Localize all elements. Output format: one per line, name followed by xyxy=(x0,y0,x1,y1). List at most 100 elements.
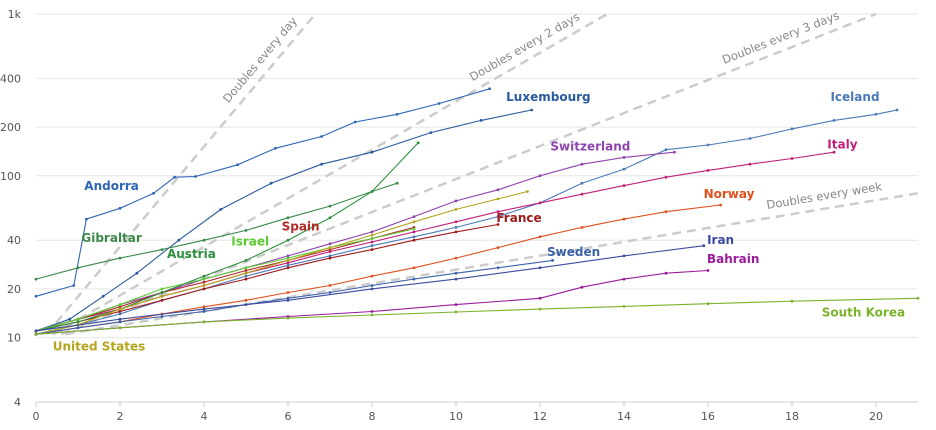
series-label-spain: Spain xyxy=(282,219,320,233)
data-point xyxy=(286,261,290,265)
series-line-andorra xyxy=(35,88,490,297)
data-point xyxy=(118,320,122,324)
data-point xyxy=(286,316,290,320)
data-point xyxy=(202,274,206,278)
data-point xyxy=(454,310,458,314)
data-point xyxy=(202,287,206,291)
data-point xyxy=(673,150,676,154)
data-point xyxy=(76,266,80,270)
data-point xyxy=(244,266,248,270)
series-label-gibraltar: Gibraltar xyxy=(81,231,142,245)
data-point xyxy=(580,226,584,229)
data-point xyxy=(454,277,458,281)
data-point xyxy=(244,274,248,278)
data-point xyxy=(370,190,374,193)
data-point xyxy=(320,162,323,166)
data-point xyxy=(160,291,164,294)
data-point xyxy=(538,174,542,178)
data-point xyxy=(496,223,500,226)
data-point xyxy=(118,305,122,309)
data-point xyxy=(286,263,290,267)
y-tick-label: 10 xyxy=(7,332,21,345)
data-point xyxy=(328,204,332,208)
data-point xyxy=(160,294,164,298)
data-point xyxy=(269,181,273,185)
data-point xyxy=(706,302,710,306)
data-point xyxy=(236,163,240,167)
data-point xyxy=(580,285,584,289)
data-point xyxy=(152,191,156,195)
y-tick-label: 40 xyxy=(7,234,21,247)
series-line-united-states xyxy=(35,190,528,335)
y-tick-label: 200 xyxy=(0,121,21,134)
data-point xyxy=(395,181,399,185)
data-point xyxy=(580,192,584,196)
x-tick-label: 0 xyxy=(33,410,40,423)
data-point xyxy=(370,248,374,252)
data-point xyxy=(202,305,206,309)
data-point xyxy=(286,259,290,262)
data-point xyxy=(412,227,416,231)
data-point xyxy=(328,242,332,246)
data-point xyxy=(488,87,491,91)
reference-line-doubles-every-3-days xyxy=(60,12,877,336)
data-point xyxy=(118,317,122,321)
series-line-spain xyxy=(35,226,415,332)
data-point xyxy=(370,150,374,154)
x-tick-label: 2 xyxy=(117,410,124,423)
data-point xyxy=(34,294,38,298)
data-point xyxy=(219,208,223,211)
x-tick-label: 18 xyxy=(785,410,799,423)
data-point xyxy=(454,199,458,203)
data-point xyxy=(202,277,206,281)
data-point xyxy=(412,235,416,239)
series-line-iceland xyxy=(35,109,898,335)
series-label-iran: Iran xyxy=(707,233,734,247)
series-label-south-korea: South Korea xyxy=(822,306,905,320)
data-point xyxy=(790,127,794,131)
data-point xyxy=(160,248,164,252)
data-point xyxy=(496,197,500,201)
data-point xyxy=(916,296,920,300)
data-point xyxy=(328,246,332,250)
data-point xyxy=(76,326,80,330)
data-point xyxy=(748,162,752,166)
data-point xyxy=(496,266,500,270)
data-point xyxy=(34,329,38,333)
data-point xyxy=(286,238,290,242)
country-series xyxy=(34,87,920,336)
data-point xyxy=(286,296,290,300)
data-point xyxy=(748,137,752,140)
data-point xyxy=(244,277,248,281)
data-point xyxy=(328,284,332,287)
data-point xyxy=(664,271,668,275)
y-tick-label: 1k xyxy=(8,8,22,21)
data-point xyxy=(274,146,277,150)
data-point xyxy=(202,284,206,287)
series-label-france: France xyxy=(496,211,541,225)
series-line-france xyxy=(35,223,499,332)
data-point xyxy=(832,119,836,122)
data-point xyxy=(622,156,626,159)
data-point xyxy=(34,332,38,336)
data-point xyxy=(622,184,626,188)
x-tick-label: 14 xyxy=(617,410,631,423)
series-line-israel xyxy=(35,228,415,332)
data-point xyxy=(76,320,80,324)
data-point xyxy=(244,298,248,302)
series-label-luxembourg: Luxembourg xyxy=(506,90,590,104)
data-point xyxy=(34,277,38,281)
data-point xyxy=(719,203,722,207)
reference-line-doubles-every-day xyxy=(45,13,317,335)
data-point xyxy=(664,175,668,179)
data-point xyxy=(454,303,458,306)
series-label-norway: Norway xyxy=(704,187,755,201)
data-point xyxy=(496,188,500,192)
data-point xyxy=(160,287,164,291)
data-point xyxy=(874,112,878,116)
series-label-israel: Israel xyxy=(231,235,269,249)
data-point xyxy=(895,108,899,112)
data-point xyxy=(244,229,248,232)
data-point xyxy=(622,305,626,308)
